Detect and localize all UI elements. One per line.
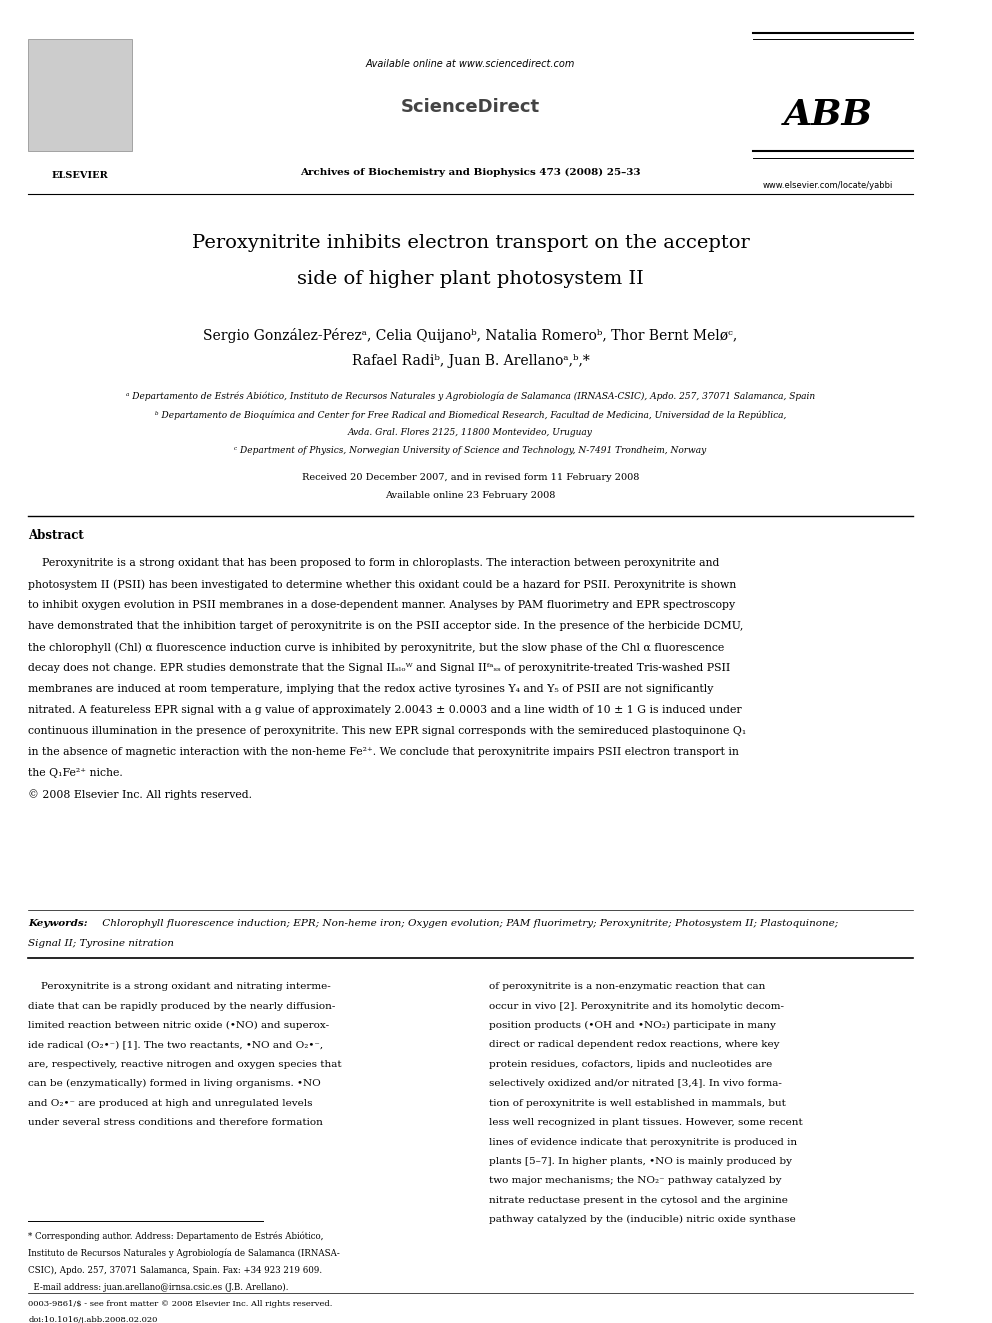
- Text: can be (enzymatically) formed in living organisms. •NO: can be (enzymatically) formed in living …: [28, 1080, 321, 1089]
- Text: * Corresponding author. Address: Departamento de Estrés Abiótico,: * Corresponding author. Address: Departa…: [28, 1232, 323, 1241]
- Text: membranes are induced at room temperature, implying that the redox active tyrosi: membranes are induced at room temperatur…: [28, 684, 713, 695]
- Text: Peroxynitrite is a strong oxidant and nitrating interme-: Peroxynitrite is a strong oxidant and ni…: [28, 982, 331, 991]
- Text: protein residues, cofactors, lipids and nucleotides are: protein residues, cofactors, lipids and …: [489, 1060, 773, 1069]
- Text: lines of evidence indicate that peroxynitrite is produced in: lines of evidence indicate that peroxyni…: [489, 1138, 798, 1147]
- Text: and O₂•⁻ are produced at high and unregulated levels: and O₂•⁻ are produced at high and unregu…: [28, 1098, 312, 1107]
- Text: doi:10.1016/j.abb.2008.02.020: doi:10.1016/j.abb.2008.02.020: [28, 1315, 158, 1323]
- Text: ELSEVIER: ELSEVIER: [52, 171, 108, 180]
- Text: to inhibit oxygen evolution in PSII membranes in a dose-dependent manner. Analys: to inhibit oxygen evolution in PSII memb…: [28, 601, 735, 610]
- Text: plants [5–7]. In higher plants, •NO is mainly produced by: plants [5–7]. In higher plants, •NO is m…: [489, 1158, 793, 1166]
- Text: © 2008 Elsevier Inc. All rights reserved.: © 2008 Elsevier Inc. All rights reserved…: [28, 789, 252, 800]
- Text: Peroxynitrite is a strong oxidant that has been proposed to form in chloroplasts: Peroxynitrite is a strong oxidant that h…: [28, 558, 719, 568]
- Text: under several stress conditions and therefore formation: under several stress conditions and ther…: [28, 1118, 323, 1127]
- Text: Avda. Gral. Flores 2125, 11800 Montevideo, Uruguay: Avda. Gral. Flores 2125, 11800 Montevide…: [348, 429, 593, 437]
- Text: two major mechanisms; the NO₂⁻ pathway catalyzed by: two major mechanisms; the NO₂⁻ pathway c…: [489, 1176, 782, 1185]
- FancyBboxPatch shape: [28, 40, 132, 151]
- Text: less well recognized in plant tissues. However, some recent: less well recognized in plant tissues. H…: [489, 1118, 803, 1127]
- Text: 0003-9861/$ - see front matter © 2008 Elsevier Inc. All rights reserved.: 0003-9861/$ - see front matter © 2008 El…: [28, 1299, 332, 1308]
- Text: in the absence of magnetic interaction with the non-heme Fe²⁺. We conclude that : in the absence of magnetic interaction w…: [28, 747, 739, 757]
- Text: ScienceDirect: ScienceDirect: [401, 98, 540, 116]
- Text: continuous illumination in the presence of peroxynitrite. This new EPR signal co: continuous illumination in the presence …: [28, 726, 746, 736]
- Text: the Q₁Fe²⁺ niche.: the Q₁Fe²⁺ niche.: [28, 769, 123, 778]
- Text: Abstract: Abstract: [28, 529, 84, 542]
- Text: of peroxynitrite is a non-enzymatic reaction that can: of peroxynitrite is a non-enzymatic reac…: [489, 982, 766, 991]
- Text: Chlorophyll fluorescence induction; EPR; Non-heme iron; Oxygen evolution; PAM fl: Chlorophyll fluorescence induction; EPR;…: [99, 919, 838, 927]
- Text: position products (•OH and •NO₂) participate in many: position products (•OH and •NO₂) partici…: [489, 1021, 776, 1031]
- Text: ABB: ABB: [784, 98, 872, 132]
- Text: Available online 23 February 2008: Available online 23 February 2008: [385, 491, 556, 500]
- Text: Rafael Radiᵇ, Juan B. Arellanoᵃ,ᵇ,*: Rafael Radiᵇ, Juan B. Arellanoᵃ,ᵇ,*: [351, 355, 589, 369]
- Text: Peroxynitrite inhibits electron transport on the acceptor: Peroxynitrite inhibits electron transpor…: [191, 234, 749, 251]
- Text: CSIC), Apdo. 257, 37071 Salamanca, Spain. Fax: +34 923 219 609.: CSIC), Apdo. 257, 37071 Salamanca, Spain…: [28, 1266, 322, 1275]
- Text: the chlorophyll (Chl) α fluorescence induction curve is inhibited by peroxynitri: the chlorophyll (Chl) α fluorescence ind…: [28, 642, 724, 652]
- Text: ᵃ Departamento de Estrés Abiótico, Instituto de Recursos Naturales y Agrobiologí: ᵃ Departamento de Estrés Abiótico, Insti…: [126, 392, 815, 401]
- Text: Instituto de Recursos Naturales y Agrobiología de Salamanca (IRNASA-: Instituto de Recursos Naturales y Agrobi…: [28, 1249, 340, 1258]
- Text: Archives of Biochemistry and Biophysics 473 (2008) 25–33: Archives of Biochemistry and Biophysics …: [301, 168, 641, 177]
- Text: direct or radical dependent redox reactions, where key: direct or radical dependent redox reacti…: [489, 1040, 780, 1049]
- Text: selectively oxidized and/or nitrated [3,4]. In vivo forma-: selectively oxidized and/or nitrated [3,…: [489, 1080, 782, 1089]
- Text: ᶜ Department of Physics, Norwegian University of Science and Technology, N-7491 : ᶜ Department of Physics, Norwegian Unive…: [234, 446, 706, 455]
- Text: pathway catalyzed by the (inducible) nitric oxide synthase: pathway catalyzed by the (inducible) nit…: [489, 1216, 796, 1224]
- Text: have demonstrated that the inhibition target of peroxynitrite is on the PSII acc: have demonstrated that the inhibition ta…: [28, 620, 744, 631]
- Text: photosystem II (PSII) has been investigated to determine whether this oxidant co: photosystem II (PSII) has been investiga…: [28, 579, 736, 590]
- Text: Signal II; Tyrosine nitration: Signal II; Tyrosine nitration: [28, 939, 175, 947]
- Text: tion of peroxynitrite is well established in mammals, but: tion of peroxynitrite is well establishe…: [489, 1098, 786, 1107]
- Text: Received 20 December 2007, and in revised form 11 February 2008: Received 20 December 2007, and in revise…: [302, 472, 639, 482]
- Text: www.elsevier.com/locate/yabbi: www.elsevier.com/locate/yabbi: [763, 181, 893, 191]
- Text: Sergio González-Pérezᵃ, Celia Quijanoᵇ, Natalia Romeroᵇ, Thor Bernt Meløᶜ,: Sergio González-Pérezᵃ, Celia Quijanoᵇ, …: [203, 328, 737, 343]
- Text: side of higher plant photosystem II: side of higher plant photosystem II: [297, 270, 644, 288]
- Text: ᵇ Departamento de Bioquímica and Center for Free Radical and Biomedical Research: ᵇ Departamento de Bioquímica and Center …: [155, 411, 786, 421]
- Text: Available online at www.sciencedirect.com: Available online at www.sciencedirect.co…: [366, 60, 575, 69]
- Text: decay does not change. EPR studies demonstrate that the Signal IIₛₗₒᵂ and Signal: decay does not change. EPR studies demon…: [28, 663, 730, 673]
- Text: nitrated. A featureless EPR signal with a g value of approximately 2.0043 ± 0.00: nitrated. A featureless EPR signal with …: [28, 705, 742, 714]
- Text: limited reaction between nitric oxide (•NO) and superox-: limited reaction between nitric oxide (•…: [28, 1021, 329, 1031]
- Text: occur in vivo [2]. Peroxynitrite and its homolytic decom-: occur in vivo [2]. Peroxynitrite and its…: [489, 1002, 785, 1011]
- Text: nitrate reductase present in the cytosol and the arginine: nitrate reductase present in the cytosol…: [489, 1196, 788, 1205]
- Text: diate that can be rapidly produced by the nearly diffusion-: diate that can be rapidly produced by th…: [28, 1002, 335, 1011]
- Text: Keywords:: Keywords:: [28, 919, 88, 927]
- Text: ide radical (O₂•⁻) [1]. The two reactants, •NO and O₂•⁻,: ide radical (O₂•⁻) [1]. The two reactant…: [28, 1040, 323, 1049]
- Text: E-mail address: juan.arellano@irnsa.csic.es (J.B. Arellano).: E-mail address: juan.arellano@irnsa.csic…: [28, 1283, 289, 1291]
- Text: are, respectively, reactive nitrogen and oxygen species that: are, respectively, reactive nitrogen and…: [28, 1060, 342, 1069]
